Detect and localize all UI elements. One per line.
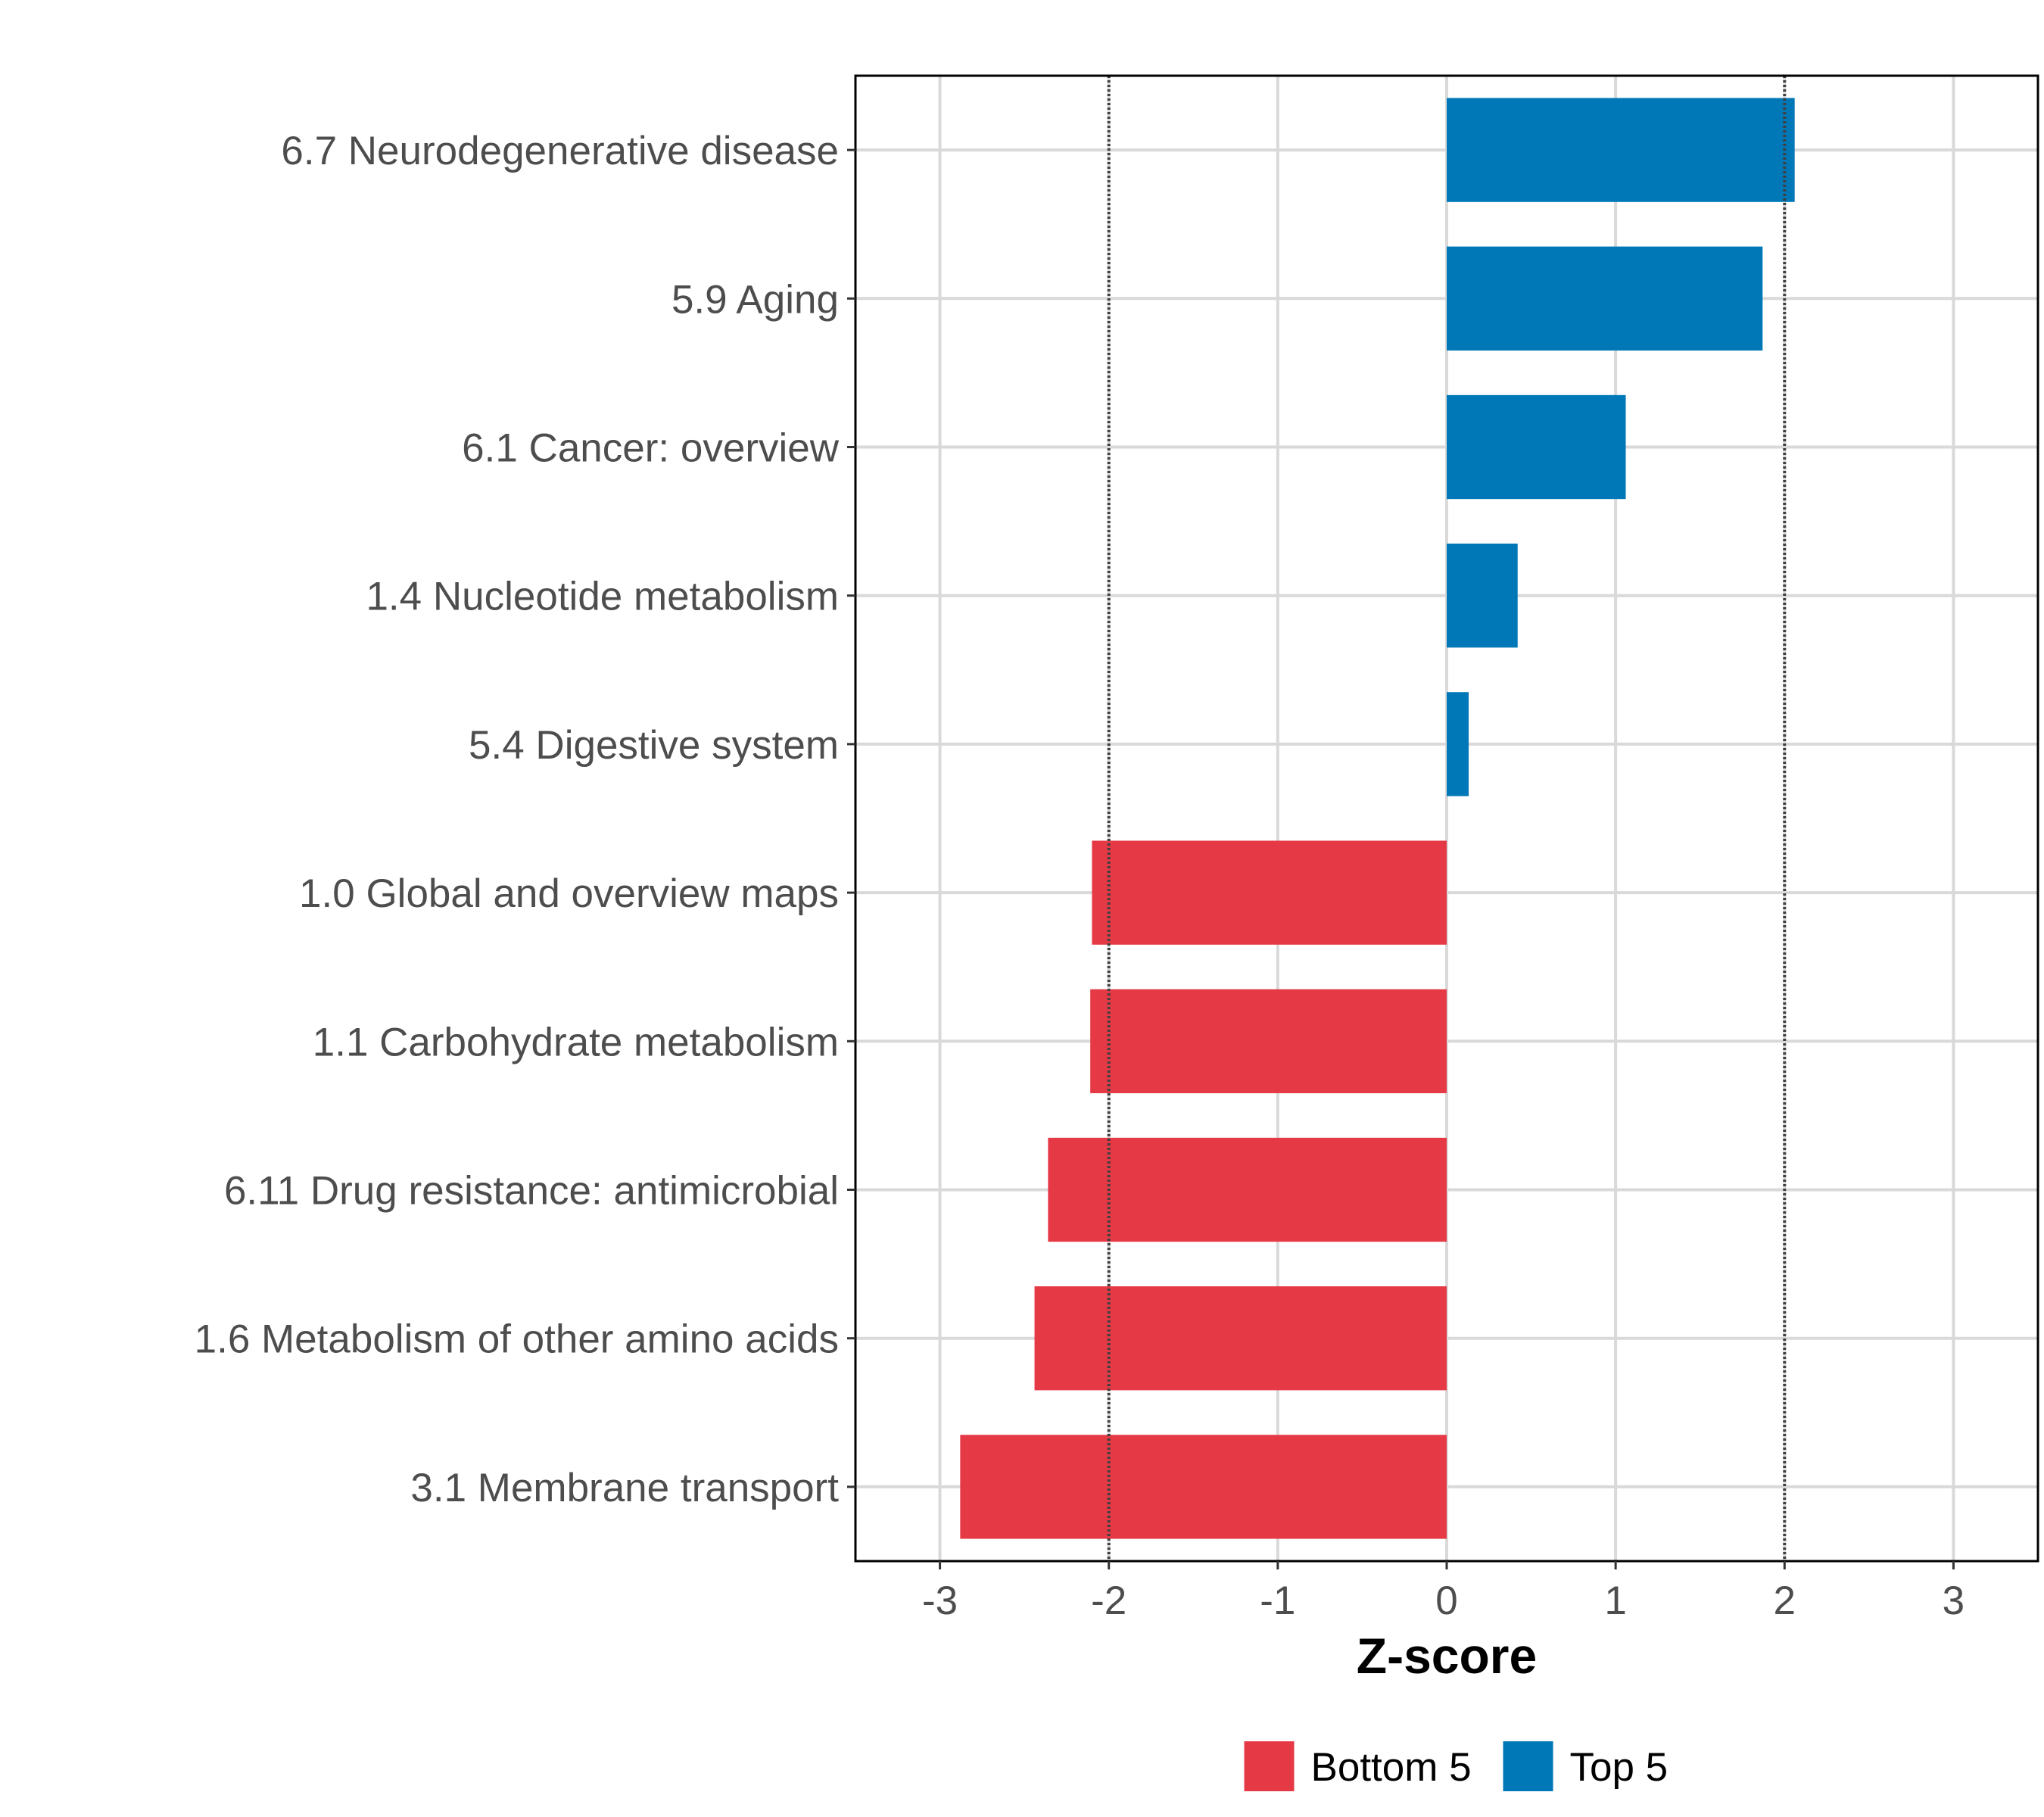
legend-swatch	[1244, 1741, 1295, 1791]
x-tick-label: 0	[1435, 1579, 1457, 1623]
reference-lines	[1107, 76, 1787, 1561]
bar	[1034, 1286, 1447, 1391]
x-tick-label: -2	[1091, 1579, 1126, 1623]
bar	[1447, 394, 1626, 500]
category-label: 3.1 Membrane transport	[410, 1466, 839, 1510]
category-label: 6.11 Drug resistance: antimicrobial	[224, 1169, 839, 1214]
bar	[1092, 840, 1447, 945]
legend-label: Bottom 5	[1311, 1745, 1472, 1790]
bars	[960, 98, 1795, 1539]
x-tick-label: 2	[1774, 1579, 1796, 1623]
category-label: 6.7 Neurodegenerative disease	[281, 129, 839, 173]
x-tick-label: -1	[1260, 1579, 1295, 1623]
category-label: 1.1 Carbohydrate metabolism	[313, 1020, 839, 1064]
x-tick-label: 3	[1943, 1579, 1965, 1623]
category-label: 1.0 Global and overview maps	[299, 871, 839, 916]
category-label: 1.6 Metabolism of other amino acids	[195, 1317, 839, 1362]
bar	[1048, 1137, 1447, 1242]
x-axis-title: Z-score	[1357, 1628, 1537, 1684]
x-axis: -3 -2 -1 0 1 2 3	[922, 1561, 1965, 1623]
bar	[1447, 692, 1469, 796]
legend: Bottom 5 Top 5	[1244, 1741, 1669, 1791]
bar	[1447, 246, 1763, 351]
x-tick-label: -3	[922, 1579, 958, 1623]
y-axis: 6.7 Neurodegenerative disease 5.9 Aging 6.…	[195, 129, 855, 1510]
legend-swatch	[1503, 1741, 1553, 1791]
bar	[1447, 544, 1518, 648]
category-label: 5.4 Digestive system	[469, 723, 839, 768]
category-label: 6.1 Cancer: overview	[462, 426, 840, 471]
x-tick-label: 1	[1604, 1579, 1626, 1623]
bar	[1447, 98, 1795, 202]
bar	[1090, 989, 1447, 1093]
bar	[960, 1435, 1447, 1539]
legend-label: Top 5	[1570, 1745, 1669, 1790]
category-label: 5.9 Aging	[671, 277, 839, 322]
category-label: 1.4 Nucleotide metabolism	[366, 575, 839, 619]
